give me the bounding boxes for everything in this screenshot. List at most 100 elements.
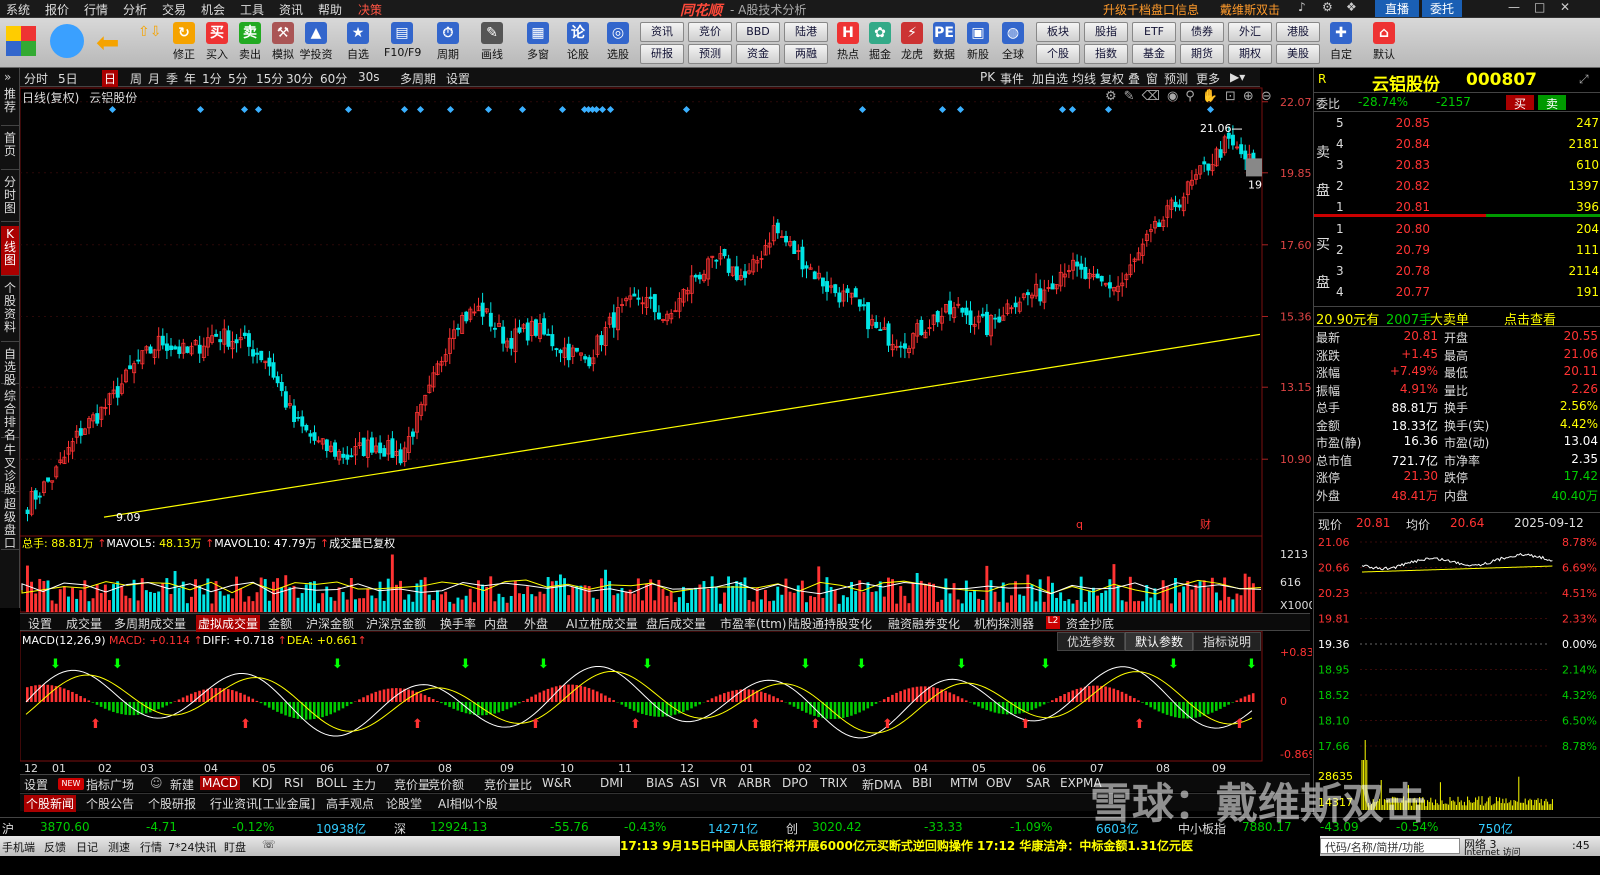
event-marker-icon[interactable]	[108, 105, 117, 114]
news-tab-6[interactable]: AI相似个股	[438, 797, 498, 811]
toolbar-button-9[interactable]: ▦ 多窗	[520, 20, 556, 66]
event-marker-icon[interactable]	[254, 105, 263, 114]
menu-0[interactable]: 系统	[6, 3, 31, 17]
chart-option-8[interactable]: 更多	[1196, 72, 1221, 86]
event-marker-icon[interactable]	[446, 105, 455, 114]
indicator-tab-8[interactable]: 内盘	[484, 617, 509, 631]
news-tab-2[interactable]: 个股研报	[148, 797, 197, 811]
bottom-tab-7[interactable]: 主力	[352, 778, 377, 792]
menu-4[interactable]: 交易	[162, 3, 187, 17]
up-down-icon[interactable]: ⇧⇩	[138, 24, 162, 40]
left-tab-4[interactable]: 个股资料	[1, 280, 19, 342]
period-6[interactable]: 年	[184, 72, 197, 86]
period-14[interactable]: 设置	[446, 72, 471, 86]
market-button-0-3[interactable]: 债券	[1180, 22, 1224, 42]
buy-button[interactable]: 买	[1506, 95, 1534, 111]
bottom-tab-21[interactable]: MTM	[950, 776, 979, 790]
grid-button-1-0[interactable]: 研报	[640, 44, 684, 64]
event-marker-icon[interactable]	[584, 105, 593, 114]
period-4[interactable]: 月	[148, 72, 161, 86]
maximize-button[interactable]: □	[1534, 0, 1546, 14]
status-tab-5[interactable]: 7*24快讯	[168, 841, 217, 854]
menu-1[interactable]: 报价	[45, 3, 70, 17]
chart-option-0[interactable]: PK	[980, 70, 996, 84]
period-8[interactable]: 5分	[228, 72, 248, 86]
event-marker-icon[interactable]	[558, 105, 567, 114]
event-report-marker[interactable]: 财	[1200, 517, 1211, 531]
grid-button-0-1[interactable]: 竞价	[688, 22, 732, 42]
market-button-0-5[interactable]: 港股	[1276, 22, 1320, 42]
toolbar-button-10[interactable]: 论论股	[560, 20, 596, 66]
sell-button[interactable]: 卖	[1538, 95, 1566, 111]
left-tab-8[interactable]: 超级盘口	[1, 496, 19, 550]
chat-icon[interactable]: ☏	[262, 838, 276, 851]
toolbar-button-2[interactable]: 卖卖出	[232, 20, 268, 66]
market-button-0-2[interactable]: ETF	[1132, 22, 1176, 42]
search-box[interactable]: 代码/名称/简拼/功能	[1320, 838, 1460, 854]
toolbar-button-17[interactable]: ◍ 全球	[995, 20, 1031, 66]
market-button-0-0[interactable]: 板块	[1036, 22, 1080, 42]
event-marker-icon[interactable]	[858, 105, 867, 114]
left-tab-5[interactable]: 自选股	[1, 346, 19, 387]
news-tab-3[interactable]: 行业资讯[工业金属]	[210, 797, 316, 811]
chart-option-3[interactable]: 均线	[1072, 72, 1097, 86]
indicator-tab-14[interactable]: 融资融券变化	[888, 617, 961, 631]
toolbar-button-1[interactable]: 买买入	[199, 20, 235, 66]
toolbar-button-15[interactable]: PE 数据	[926, 20, 962, 66]
event-marker-icon[interactable]	[1104, 105, 1113, 114]
indicator-tab-5[interactable]: 沪深金额	[306, 617, 355, 631]
news-tab-1[interactable]: 个股公告	[86, 797, 135, 811]
menu-9[interactable]: 决策	[358, 3, 383, 17]
grid-button-0-2[interactable]: BBD	[736, 22, 780, 42]
toolbar-button-5[interactable]: ★ 自选	[340, 20, 376, 66]
toolbar-button-18[interactable]: ✚ 自定	[1323, 20, 1359, 66]
eraser-icon[interactable]: ⌫	[1141, 89, 1167, 104]
indicator-tab-2[interactable]: 多周期成交量	[114, 617, 187, 631]
expand-icon[interactable]: ⤢	[1579, 72, 1589, 86]
event-marker-icon[interactable]	[606, 105, 615, 114]
bottom-tab-4[interactable]: KDJ	[252, 776, 273, 790]
event-marker-icon[interactable]	[1068, 105, 1077, 114]
minimize-button[interactable]: —	[1508, 0, 1520, 14]
toolbar-button-6[interactable]: ▤ F10/F9	[384, 20, 421, 66]
menu-6[interactable]: 工具	[240, 3, 265, 17]
indicator-tab-0[interactable]: 设置	[28, 617, 53, 631]
menu-7[interactable]: 资讯	[279, 3, 304, 17]
event-marker-icon[interactable]	[1058, 105, 1067, 114]
bottom-tab-19[interactable]: 新DMA	[862, 778, 902, 792]
news-tab-0[interactable]: 个股新闻	[24, 795, 77, 812]
period-2[interactable]: 日	[102, 70, 119, 87]
indicator-tab-7[interactable]: 换手率	[440, 617, 477, 631]
chart-option-6[interactable]: 窗	[1146, 72, 1159, 86]
bottom-tab-17[interactable]: DPO	[782, 776, 808, 790]
more-arrow-icon[interactable]: ▶▾	[1230, 70, 1246, 84]
event-marker-icon[interactable]	[240, 105, 249, 114]
bottom-tab-3[interactable]: MACD	[200, 776, 240, 790]
toolbar-button-3[interactable]: ⚒ 模拟	[265, 20, 301, 66]
left-tab-0[interactable]: 推荐	[1, 86, 19, 126]
bottom-tab-12[interactable]: DMI	[600, 776, 624, 790]
grid-button-0-3[interactable]: 陆港	[784, 22, 828, 42]
menu-3[interactable]: 分析	[123, 3, 148, 17]
chart-option-2[interactable]: 加自选	[1032, 72, 1069, 86]
period-12[interactable]: 30s	[358, 70, 380, 84]
kline-chart[interactable]: 22.07 19.85 17.60 15.36 13.15 10.90 21.06 9.09…	[20, 68, 1312, 778]
optimal-params-button[interactable]: 优选参数	[1057, 632, 1125, 651]
lock-icon[interactable]: ⊡	[1225, 89, 1243, 104]
order-button[interactable]: 委托	[1422, 0, 1462, 17]
indicator-tab-12[interactable]: 市盈率(ttm)	[720, 617, 787, 631]
chart-option-7[interactable]: 预测	[1164, 72, 1189, 86]
bottom-tab-2[interactable]: 新建	[170, 778, 195, 792]
bottom-tab-14[interactable]: ASI	[680, 776, 700, 790]
event-marker-icon[interactable]	[588, 105, 597, 114]
robot-small-icon[interactable]: ☺	[150, 776, 163, 790]
bottom-tab-15[interactable]: VR	[710, 776, 727, 790]
event-marker-icon[interactable]	[1206, 105, 1215, 114]
period-11[interactable]: 60分	[320, 72, 348, 86]
indicator-tab-3[interactable]: 虚拟成交量	[196, 615, 261, 632]
bottom-tab-8[interactable]: 竞价量	[394, 778, 431, 792]
intraday-chart[interactable]: 21.06 8.78% 20.66 6.69% 20.23 4.51% 19.81 2.33%…	[1314, 534, 1600, 814]
event-marker-icon[interactable]	[682, 105, 691, 114]
left-tab-2[interactable]: 分时图	[1, 174, 19, 222]
period-7[interactable]: 1分	[202, 72, 222, 86]
